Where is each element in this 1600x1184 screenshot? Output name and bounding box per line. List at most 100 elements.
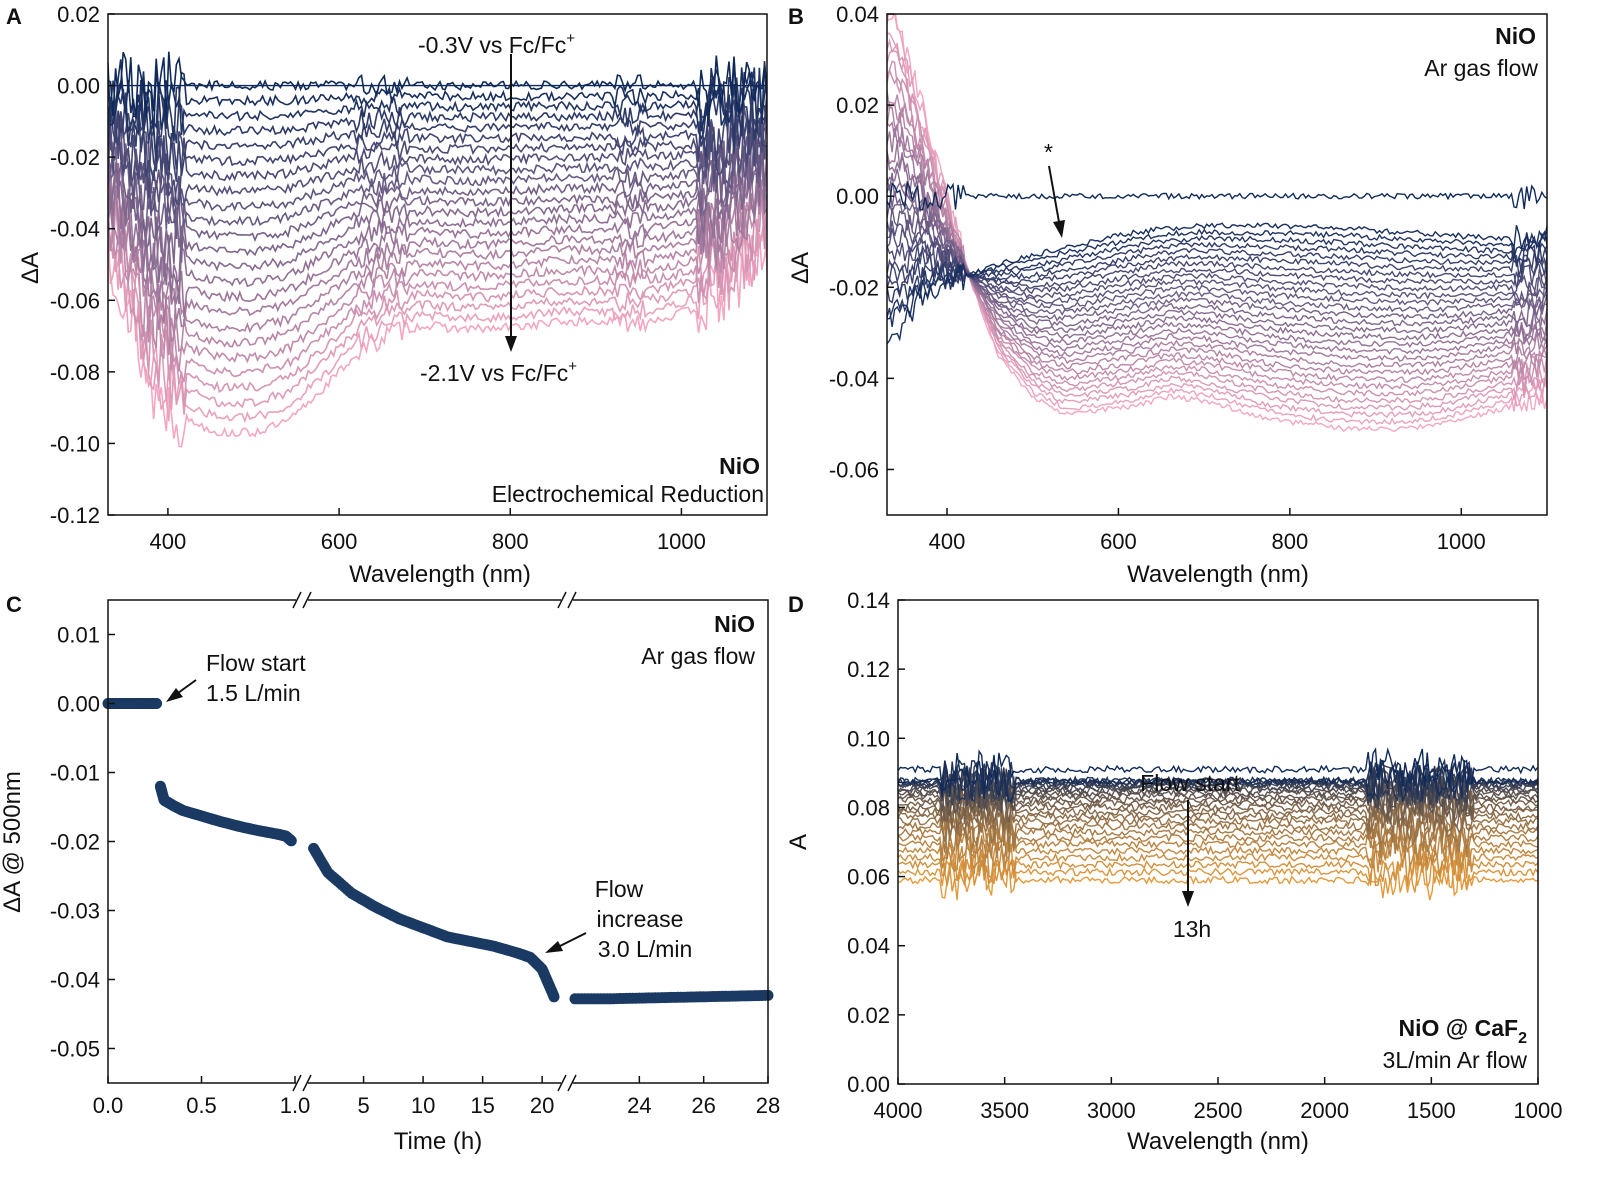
series-line-a bbox=[108, 197, 767, 406]
y-tick-label-c: -0.04 bbox=[50, 968, 100, 993]
series-line-b bbox=[887, 200, 1547, 316]
series-line-d bbox=[898, 794, 1538, 837]
x-tick-label-c: 1.0 bbox=[280, 1093, 311, 1118]
x-tick-label-d: 4000 bbox=[874, 1098, 923, 1123]
annotation-d-flow-start: Flow start bbox=[1140, 770, 1240, 796]
y-tick-label-a: -0.12 bbox=[50, 503, 100, 528]
x-tick-label-c: 10 bbox=[411, 1093, 435, 1118]
annotation-d-material-sub: 2 bbox=[1518, 1030, 1527, 1047]
arrow-d-head bbox=[1182, 891, 1194, 907]
data-point-c bbox=[151, 698, 163, 709]
axis-break-mark bbox=[302, 1074, 312, 1092]
y-tick-label-d: 0.12 bbox=[847, 657, 890, 682]
y-tick-label-a: -0.08 bbox=[50, 360, 100, 385]
annotation-a-end-main: -2.1V vs Fc/Fc bbox=[420, 360, 568, 386]
series-line-b bbox=[887, 101, 1547, 376]
series-line-a bbox=[108, 99, 767, 215]
arrow-c1-line bbox=[177, 679, 197, 694]
y-tick-label-c: 0.01 bbox=[57, 623, 100, 648]
series-line-a bbox=[108, 191, 767, 372]
annotation-a-condition: Electrochemical Reduction bbox=[492, 481, 764, 507]
y-tick-label-d: 0.02 bbox=[847, 1003, 890, 1028]
y-tick-label-b: 0.02 bbox=[836, 93, 879, 118]
series-line-a bbox=[108, 170, 767, 343]
arrow-b-head bbox=[1053, 220, 1065, 238]
y-axis-title-b: ΔA bbox=[787, 252, 814, 284]
series-line-a bbox=[108, 102, 767, 206]
y-tick-label-a: 0.00 bbox=[57, 74, 100, 99]
annotation-a-end-sup: + bbox=[568, 358, 577, 375]
y-tick-label-a: -0.10 bbox=[50, 431, 100, 456]
y-axis-title-c: ΔA @ 500nm bbox=[0, 771, 26, 913]
series-line-a bbox=[108, 155, 767, 305]
y-tick-label-a: -0.04 bbox=[50, 217, 100, 242]
series-line-d bbox=[898, 747, 1538, 791]
y-tick-label-d: 0.04 bbox=[847, 934, 890, 959]
axis-break-mark bbox=[292, 591, 302, 609]
series-line-b bbox=[887, 153, 1547, 342]
series-line-b bbox=[887, 168, 1547, 334]
axis-break-mark bbox=[292, 1074, 302, 1092]
series-line-b bbox=[887, 14, 1547, 426]
axis-break-mark bbox=[567, 1074, 577, 1092]
axis-ticks-c: -0.05 -0.04 -0.03 -0.02 -0.01 0.00 0.01 0.0 0.5 1… bbox=[50, 591, 780, 1118]
plot-area-a bbox=[108, 51, 767, 448]
series-line-b bbox=[887, 180, 1547, 211]
series-line-a bbox=[108, 233, 767, 448]
panel-a: A 400 600 800 1000 -0.12 -0.10 -0.08 -0.06 -0.04… bbox=[6, 2, 768, 588]
series-line-a bbox=[108, 156, 767, 318]
y-tick-label-c: -0.01 bbox=[50, 761, 100, 786]
panel-letter-d: D bbox=[788, 592, 804, 617]
annotation-c-flow-rate-2: 3.0 L/min bbox=[598, 936, 693, 962]
axis-break-mark bbox=[557, 1074, 567, 1092]
series-line-b bbox=[887, 247, 1547, 289]
annotation-b-condition: Ar gas flow bbox=[1424, 55, 1538, 81]
series-line-b bbox=[887, 184, 1547, 322]
x-axis-title-b: Wavelength (nm) bbox=[1127, 561, 1309, 588]
series-line-b bbox=[887, 242, 1547, 295]
annotation-a-material: NiO bbox=[719, 453, 760, 479]
x-tick-label-c: 20 bbox=[530, 1093, 554, 1118]
x-tick-label-b: 1000 bbox=[1437, 529, 1486, 554]
x-tick-label-d: 2500 bbox=[1194, 1098, 1243, 1123]
annotation-c-condition: Ar gas flow bbox=[641, 643, 755, 669]
series-line-a bbox=[108, 98, 767, 183]
axis-ticks-a: 400 600 800 1000 -0.12 -0.10 -0.08 -0.06 -0.04 -0… bbox=[50, 2, 706, 554]
series-line-b bbox=[887, 49, 1547, 404]
y-tick-label-b: -0.02 bbox=[829, 275, 879, 300]
arrow-c2-head bbox=[545, 941, 563, 953]
y-tick-label-d: 0.10 bbox=[847, 726, 890, 751]
annotation-a-start: -0.3V vs Fc/Fc+ bbox=[418, 30, 575, 58]
x-tick-label-b: 600 bbox=[1100, 529, 1137, 554]
annotation-b-star: * bbox=[1044, 139, 1053, 165]
series-line-b bbox=[887, 142, 1547, 349]
series-line-a bbox=[108, 128, 767, 263]
y-tick-label-d: 0.06 bbox=[847, 865, 890, 890]
annotation-c-flow-rate-1: 1.5 L/min bbox=[206, 680, 301, 706]
panel-d: D 4000 3500 3000 2500 2000 1500 1000 0.00 0.02 0.… bbox=[785, 588, 1562, 1155]
x-tick-label-c: 28 bbox=[756, 1093, 780, 1118]
series-line-d bbox=[898, 823, 1538, 867]
plot-frame-b bbox=[886, 13, 1548, 516]
x-tick-label-b: 800 bbox=[1271, 529, 1308, 554]
series-line-b bbox=[887, 68, 1547, 390]
annotation-a-end: -2.1V vs Fc/Fc+ bbox=[420, 358, 577, 386]
x-tick-label-c: 26 bbox=[691, 1093, 715, 1118]
series-line-b bbox=[887, 242, 1547, 290]
data-point-c bbox=[548, 991, 560, 1003]
y-axis-title-d: A bbox=[785, 834, 812, 850]
y-tick-label-a: -0.06 bbox=[50, 288, 100, 313]
panel-b: B 400 600 800 1000 -0.06 -0.04 -0.02 0.00 0.02 0.… bbox=[787, 2, 1548, 588]
y-tick-label-b: 0.04 bbox=[836, 2, 879, 27]
annotation-d-duration: 13h bbox=[1173, 916, 1211, 942]
series-line-a bbox=[108, 217, 767, 415]
y-tick-label-b: 0.00 bbox=[836, 184, 879, 209]
panel-c: C -0.05 -0.04 -0.03 -0.02 -0.01 0.00 0.01 0.0 0.… bbox=[0, 591, 780, 1155]
arrow-a-head bbox=[505, 336, 517, 352]
annotation-c-flow-start: Flow start bbox=[206, 650, 306, 676]
y-tick-label-b: -0.04 bbox=[829, 366, 879, 391]
series-line-b bbox=[887, 121, 1547, 362]
y-tick-label-c: 0.00 bbox=[57, 692, 100, 717]
series-line-a bbox=[108, 139, 767, 264]
x-tick-label-d: 3000 bbox=[1087, 1098, 1136, 1123]
